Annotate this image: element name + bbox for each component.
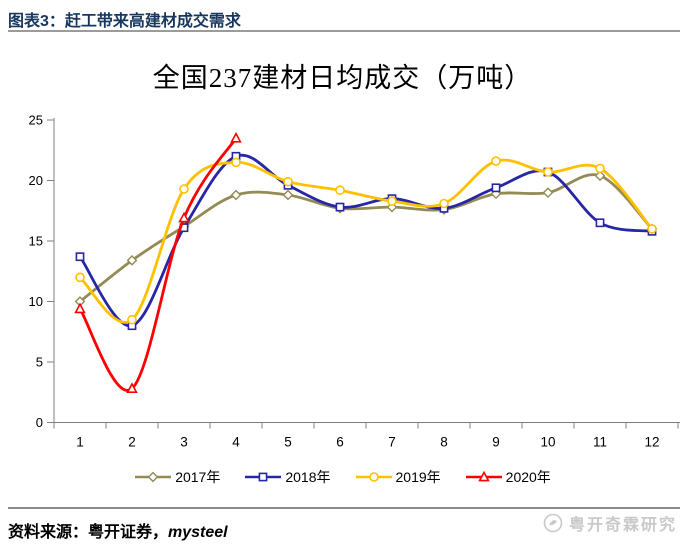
y-axis-tick-label: 25: [29, 113, 43, 128]
data-point-square-marker: [258, 472, 268, 482]
watermark-text: 粤开奇霖研究: [568, 517, 677, 534]
data-point-square-marker: [75, 252, 85, 262]
legend-label: 2018年: [285, 469, 331, 485]
data-point-triangle-marker: [74, 302, 86, 314]
header-divider: [8, 30, 680, 32]
x-axis-tick-label: 12: [644, 435, 659, 450]
y-axis-tick-label: 10: [29, 294, 43, 309]
brand-logo-icon: [543, 513, 563, 533]
legend-swatch-circle-icon: [355, 472, 392, 482]
data-point-circle-marker: [179, 184, 189, 194]
source-text: 资料来源：粤开证券，: [8, 524, 169, 541]
x-axis-tick-label: 11: [593, 435, 607, 450]
legend-label: 2020年: [505, 469, 551, 485]
x-axis-tick-label: 2: [128, 435, 136, 450]
data-point-diamond-marker: [230, 189, 242, 201]
legend-item-2018年: 2018年: [244, 467, 331, 487]
legend-label: 2019年: [395, 469, 441, 485]
source-mysteel: mysteel: [168, 524, 228, 541]
data-point-triangle-marker: [178, 211, 190, 223]
data-point-circle-marker: [543, 167, 553, 177]
data-point-circle-marker: [335, 185, 345, 195]
legend-swatch-diamond-icon: [135, 471, 172, 483]
legend-swatch-square-icon: [245, 472, 282, 482]
series-line: [78, 173, 654, 303]
data-point-triangle-marker: [230, 131, 242, 143]
data-point-square-marker: [595, 218, 605, 228]
x-axis-tick-label: 8: [440, 435, 448, 450]
data-point-diamond-marker: [542, 187, 554, 198]
chart-legend: 2017年 2018年 2019年 2020年: [0, 467, 685, 487]
data-point-circle-marker: [75, 272, 85, 283]
data-point-circle-marker: [491, 156, 501, 166]
data-point-circle-marker: [595, 163, 605, 174]
data-point-triangle-marker: [126, 382, 138, 393]
x-axis-tick-label: 1: [76, 435, 84, 450]
footer-divider: [8, 507, 680, 509]
x-axis-tick-label: 9: [492, 435, 500, 450]
legend-item-2019年: 2019年: [355, 467, 441, 487]
y-axis-tick-label: 0: [36, 415, 43, 430]
legend-item-2017年: 2017年: [134, 467, 220, 487]
data-point-diamond-marker: [594, 170, 606, 182]
data-point-square-marker: [491, 183, 501, 193]
y-axis-tick-label: 20: [29, 173, 43, 188]
chart-title: 全国237建材日均成交（万吨）: [152, 63, 533, 93]
source-note: 资料来源：粤开证券，mysteel: [8, 518, 228, 542]
data-point-diamond-marker: [147, 471, 159, 483]
data-point-circle-marker: [368, 472, 379, 482]
x-axis-tick-label: 4: [232, 435, 240, 450]
series-line: [78, 153, 654, 328]
data-point-triangle-marker: [477, 470, 490, 482]
data-point-square-marker: [335, 202, 345, 212]
y-axis-tick-label: 5: [36, 355, 43, 370]
x-axis-tick-label: 6: [336, 435, 344, 450]
brand-watermark: 粤开奇霖研究: [542, 511, 677, 535]
series-line: [78, 158, 654, 324]
x-axis-tick-label: 3: [180, 435, 188, 450]
data-point-circle-marker: [647, 224, 657, 234]
legend-swatch-triangle-icon: [465, 470, 502, 482]
legend-label: 2017年: [175, 469, 221, 485]
x-axis-tick-label: 10: [540, 435, 555, 450]
legend-item-2020年: 2020年: [465, 467, 551, 487]
data-point-diamond-marker: [74, 296, 86, 307]
series-2020年: [74, 131, 242, 393]
y-axis-tick-label: 15: [29, 234, 43, 249]
data-point-diamond-marker: [126, 255, 138, 266]
series-2019年: [75, 156, 657, 325]
x-axis-tick-label: 7: [388, 435, 396, 450]
series-line: [78, 136, 238, 392]
data-point-diamond-marker: [282, 189, 294, 201]
data-point-circle-marker: [387, 196, 397, 206]
data-point-circle-marker: [283, 176, 293, 187]
data-point-circle-marker: [439, 198, 449, 209]
data-point-circle-marker: [127, 314, 137, 325]
data-point-circle-marker: [231, 157, 241, 168]
x-axis-tick-label: 5: [284, 435, 292, 450]
figure-caption: 图表3：赶工带来高建材成交需求: [8, 13, 241, 30]
